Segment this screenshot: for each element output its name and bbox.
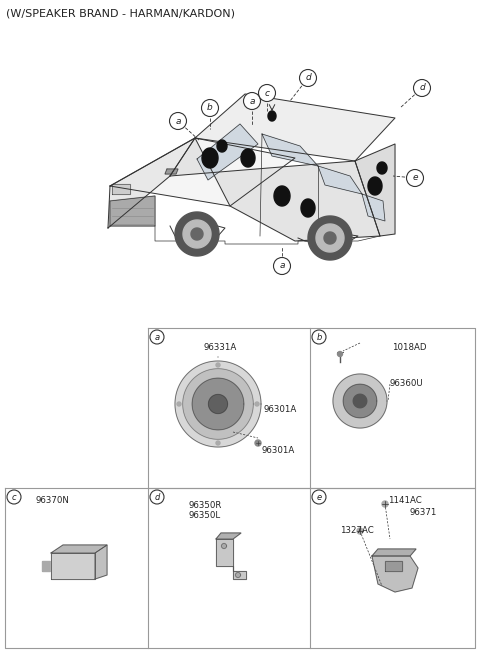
Text: 96350R: 96350R	[188, 501, 222, 510]
Text: 96331A: 96331A	[204, 343, 237, 352]
Polygon shape	[357, 528, 363, 534]
Circle shape	[300, 70, 316, 87]
Circle shape	[312, 330, 326, 344]
Polygon shape	[268, 111, 276, 121]
Polygon shape	[170, 138, 380, 241]
Polygon shape	[208, 394, 228, 413]
Polygon shape	[108, 138, 195, 228]
Text: e: e	[412, 173, 418, 182]
Text: a: a	[249, 96, 255, 106]
Polygon shape	[42, 561, 50, 571]
Polygon shape	[191, 228, 203, 240]
Polygon shape	[382, 501, 388, 507]
Polygon shape	[355, 144, 395, 236]
Polygon shape	[51, 545, 107, 553]
Polygon shape	[274, 186, 290, 206]
Polygon shape	[318, 166, 362, 194]
Polygon shape	[216, 363, 220, 367]
Polygon shape	[301, 199, 315, 217]
Polygon shape	[262, 134, 318, 166]
Text: (W/SPEAKER BRAND - HARMAN/KARDON): (W/SPEAKER BRAND - HARMAN/KARDON)	[6, 8, 235, 18]
Text: 1018AD: 1018AD	[392, 343, 427, 352]
Polygon shape	[343, 384, 377, 418]
Polygon shape	[372, 549, 416, 556]
Polygon shape	[110, 196, 155, 226]
Polygon shape	[385, 561, 402, 571]
Polygon shape	[216, 539, 246, 579]
Polygon shape	[175, 361, 261, 447]
Circle shape	[150, 330, 164, 344]
Circle shape	[274, 258, 290, 274]
Polygon shape	[255, 402, 259, 406]
Text: 1327AC: 1327AC	[340, 526, 374, 535]
Polygon shape	[202, 148, 218, 168]
Polygon shape	[221, 544, 227, 548]
Polygon shape	[362, 194, 385, 221]
Polygon shape	[353, 394, 367, 408]
Text: e: e	[316, 493, 322, 501]
Text: a: a	[279, 262, 285, 270]
Text: b: b	[316, 333, 322, 342]
Circle shape	[150, 490, 164, 504]
Text: 96350L: 96350L	[189, 511, 221, 520]
Polygon shape	[241, 149, 255, 167]
Text: b: b	[207, 104, 213, 112]
Text: c: c	[264, 89, 269, 98]
Polygon shape	[183, 220, 211, 248]
Polygon shape	[368, 177, 382, 195]
Text: 96301A: 96301A	[264, 405, 297, 413]
Circle shape	[407, 169, 423, 186]
Polygon shape	[197, 124, 258, 180]
Polygon shape	[217, 140, 227, 152]
Polygon shape	[216, 441, 220, 445]
Text: c: c	[12, 493, 16, 501]
Polygon shape	[192, 379, 244, 430]
Polygon shape	[51, 553, 95, 579]
Polygon shape	[308, 216, 352, 260]
Polygon shape	[112, 184, 130, 194]
Polygon shape	[95, 545, 107, 579]
Polygon shape	[110, 138, 295, 206]
Polygon shape	[255, 440, 261, 446]
Polygon shape	[175, 212, 219, 256]
Circle shape	[169, 112, 187, 129]
Text: d: d	[305, 73, 311, 83]
Circle shape	[243, 92, 261, 110]
Circle shape	[312, 490, 326, 504]
Polygon shape	[165, 169, 178, 174]
Text: a: a	[155, 333, 159, 342]
Circle shape	[413, 79, 431, 96]
Text: d: d	[419, 83, 425, 92]
Circle shape	[7, 490, 21, 504]
Polygon shape	[316, 224, 344, 252]
Text: d: d	[154, 493, 160, 501]
Text: 96360U: 96360U	[390, 380, 424, 388]
Polygon shape	[333, 374, 387, 428]
Circle shape	[202, 100, 218, 117]
Text: 96301A: 96301A	[262, 446, 295, 455]
Text: 1141AC: 1141AC	[388, 496, 422, 505]
Text: 96370N: 96370N	[36, 496, 70, 505]
Text: 96371: 96371	[410, 508, 437, 517]
Polygon shape	[236, 573, 240, 577]
Text: a: a	[175, 117, 181, 125]
Polygon shape	[216, 533, 241, 539]
Polygon shape	[183, 369, 253, 440]
Polygon shape	[337, 352, 343, 356]
Polygon shape	[324, 232, 336, 244]
Circle shape	[259, 85, 276, 102]
Polygon shape	[372, 556, 418, 592]
Polygon shape	[377, 162, 387, 174]
Polygon shape	[177, 402, 181, 406]
Polygon shape	[195, 94, 395, 161]
Polygon shape	[96, 561, 104, 571]
